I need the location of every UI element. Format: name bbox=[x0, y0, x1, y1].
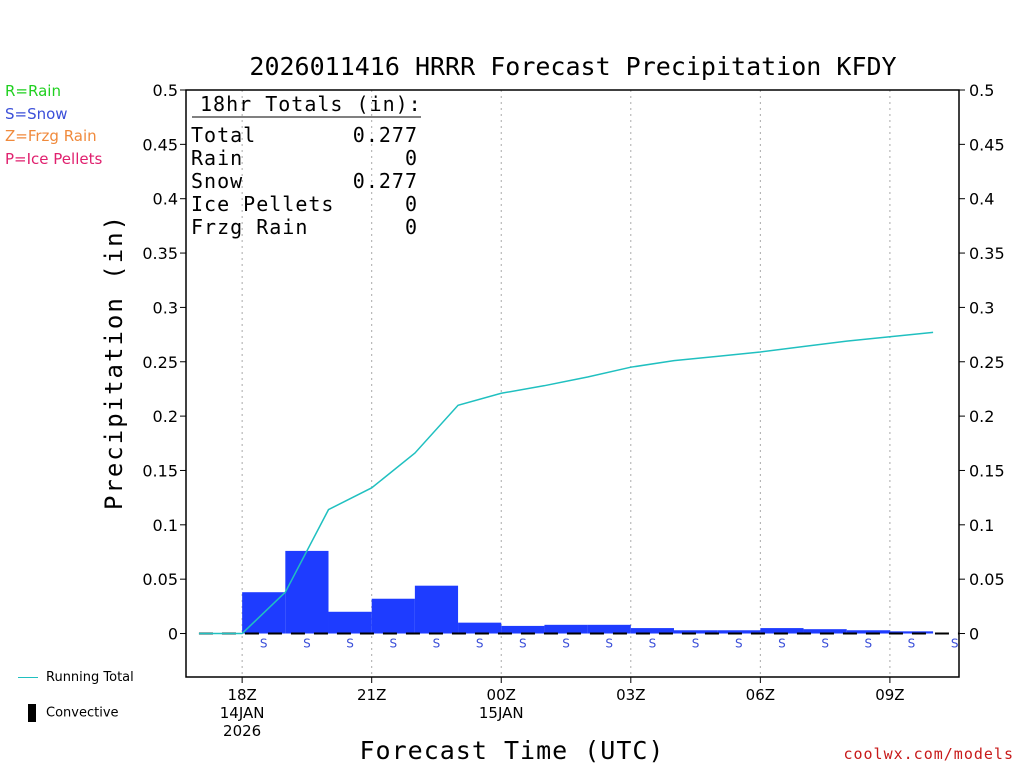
precip-type-marker: S bbox=[908, 637, 916, 651]
precip-bar bbox=[285, 550, 329, 634]
chart-title: 2026011416 HRRR Forecast Precipitation K… bbox=[249, 52, 896, 81]
totals-row-value: 0.277 bbox=[353, 123, 418, 147]
running-total-line bbox=[198, 331, 934, 635]
y-tick-label-right: 0.35 bbox=[969, 244, 1005, 263]
plot-frame bbox=[185, 89, 960, 678]
precip-bar bbox=[587, 624, 631, 634]
y-tick-label-left: 0.05 bbox=[142, 570, 178, 589]
precip-bar bbox=[889, 631, 934, 634]
y-tick-label-right: 0 bbox=[969, 625, 979, 644]
y-tick-label-left: 0.5 bbox=[153, 81, 178, 100]
y-tick-label-left: 0.3 bbox=[153, 298, 178, 317]
grid bbox=[241, 90, 891, 677]
precip-type-marker: S bbox=[778, 637, 786, 651]
x-tick-label: 2026 bbox=[223, 722, 261, 740]
y-tick-label-right: 0.25 bbox=[969, 353, 1005, 372]
precip-type-marker: S bbox=[605, 637, 613, 651]
y-tick-label-left: 0.35 bbox=[142, 244, 178, 263]
convective-legend: Convective bbox=[28, 704, 119, 722]
precip-bar bbox=[328, 611, 372, 634]
y-tick-label-left: 0.15 bbox=[142, 461, 178, 480]
x-tick-label: 09Z bbox=[875, 686, 904, 704]
y-tick-label-right: 0.1 bbox=[969, 516, 994, 535]
x-tick-label: 18Z bbox=[227, 686, 256, 704]
legend-ice-pellets: P=Ice Pellets bbox=[5, 150, 103, 168]
legend-snow: S=Snow bbox=[5, 105, 68, 123]
precip-type-marker: S bbox=[433, 637, 441, 651]
precip-bar bbox=[630, 628, 674, 634]
y-tick-label-left: 0.4 bbox=[153, 190, 178, 209]
y-tick-label-left: 0.2 bbox=[153, 407, 178, 426]
y-axis-label: Precipitation (in) bbox=[100, 214, 128, 510]
precip-type-marker: S bbox=[692, 637, 700, 651]
totals-row-label: Rain bbox=[191, 146, 243, 170]
y-tick-label-left: 0.45 bbox=[142, 135, 178, 154]
totals-row-value: 0 bbox=[405, 215, 418, 239]
convective-swatch bbox=[28, 704, 36, 722]
totals-row-value: 0 bbox=[405, 192, 418, 216]
precip-bar bbox=[458, 622, 502, 634]
legend-freezing-rain: Z=Frzg Rain bbox=[5, 127, 97, 145]
totals-row-value: 0 bbox=[405, 146, 418, 170]
y-tick-label-right: 0.4 bbox=[969, 190, 994, 209]
precip-bar bbox=[803, 629, 847, 634]
y-tick-label-right: 0.15 bbox=[969, 461, 1005, 480]
credit-text: coolwx.com/models bbox=[843, 745, 1014, 763]
running-total-legend-label: Running Total bbox=[46, 670, 134, 685]
y-tick-label-right: 0.5 bbox=[969, 81, 994, 100]
totals-row-label: Ice Pellets bbox=[191, 192, 334, 216]
x-tick-label: 06Z bbox=[746, 686, 775, 704]
precip-type-marker: S bbox=[389, 637, 397, 651]
precip-type-marker: S bbox=[649, 637, 657, 651]
precip-type-marker: S bbox=[519, 637, 527, 651]
precip-bar bbox=[501, 625, 545, 634]
precip-bar bbox=[846, 630, 890, 634]
bars bbox=[242, 550, 934, 634]
running-total-legend: Running Total bbox=[18, 670, 134, 685]
precip-type-marker: S bbox=[821, 637, 829, 651]
totals-row-label: Total bbox=[191, 123, 256, 147]
y-tick-label-left: 0.25 bbox=[142, 353, 178, 372]
axes: 0 00.05 0.050.1 0.10.15 0.150.2 0.20.25 0.250.… bbox=[142, 81, 1004, 740]
y-tick-label-right: 0.2 bbox=[969, 407, 994, 426]
totals-row-value: 0.277 bbox=[353, 169, 418, 193]
precip-type-marker: S bbox=[865, 637, 873, 651]
convective-legend-label: Convective bbox=[46, 705, 119, 721]
precip-type-marker: S bbox=[260, 637, 268, 651]
y-tick-label-right: 0.3 bbox=[969, 298, 994, 317]
running-total-group bbox=[198, 331, 934, 635]
y-tick-label-right: 0.05 bbox=[969, 570, 1005, 589]
totals-header: 18hr Totals (in): bbox=[200, 92, 422, 116]
x-tick-label: 15JAN bbox=[479, 704, 524, 722]
precip-bar bbox=[414, 585, 459, 634]
precip-bar bbox=[673, 630, 718, 634]
y-tick-label-right: 0.45 bbox=[969, 135, 1005, 154]
x-tick-label: 03Z bbox=[616, 686, 645, 704]
running-total-swatch bbox=[18, 677, 38, 678]
precip-bar bbox=[544, 624, 588, 634]
x-axis-label: Forecast Time (UTC) bbox=[360, 736, 665, 765]
y-tick-label-left: 0 bbox=[168, 625, 178, 644]
x-tick-label: 14JAN bbox=[220, 704, 265, 722]
precip-type-marker: S bbox=[951, 637, 959, 651]
precip-bar bbox=[717, 630, 761, 634]
precip-bar bbox=[371, 598, 415, 634]
precip-type-marker: S bbox=[562, 637, 570, 651]
precip-type-marker: S bbox=[476, 637, 484, 651]
legend-rain: R=Rain bbox=[5, 82, 61, 100]
x-tick-label: 21Z bbox=[357, 686, 386, 704]
totals-row-label: Snow bbox=[191, 169, 243, 193]
x-tick-label: 00Z bbox=[487, 686, 516, 704]
totals-box: 18hr Totals (in): Total 0.277 Rain 0 Snow 0.27… bbox=[191, 92, 422, 239]
precip-bar bbox=[760, 628, 804, 634]
totals-row-label: Frzg Rain bbox=[191, 215, 308, 239]
precip-type-marker: S bbox=[735, 637, 743, 651]
precip-type-marker: S bbox=[346, 637, 354, 651]
precip-type-marker: S bbox=[303, 637, 311, 651]
y-tick-label-left: 0.1 bbox=[153, 516, 178, 535]
